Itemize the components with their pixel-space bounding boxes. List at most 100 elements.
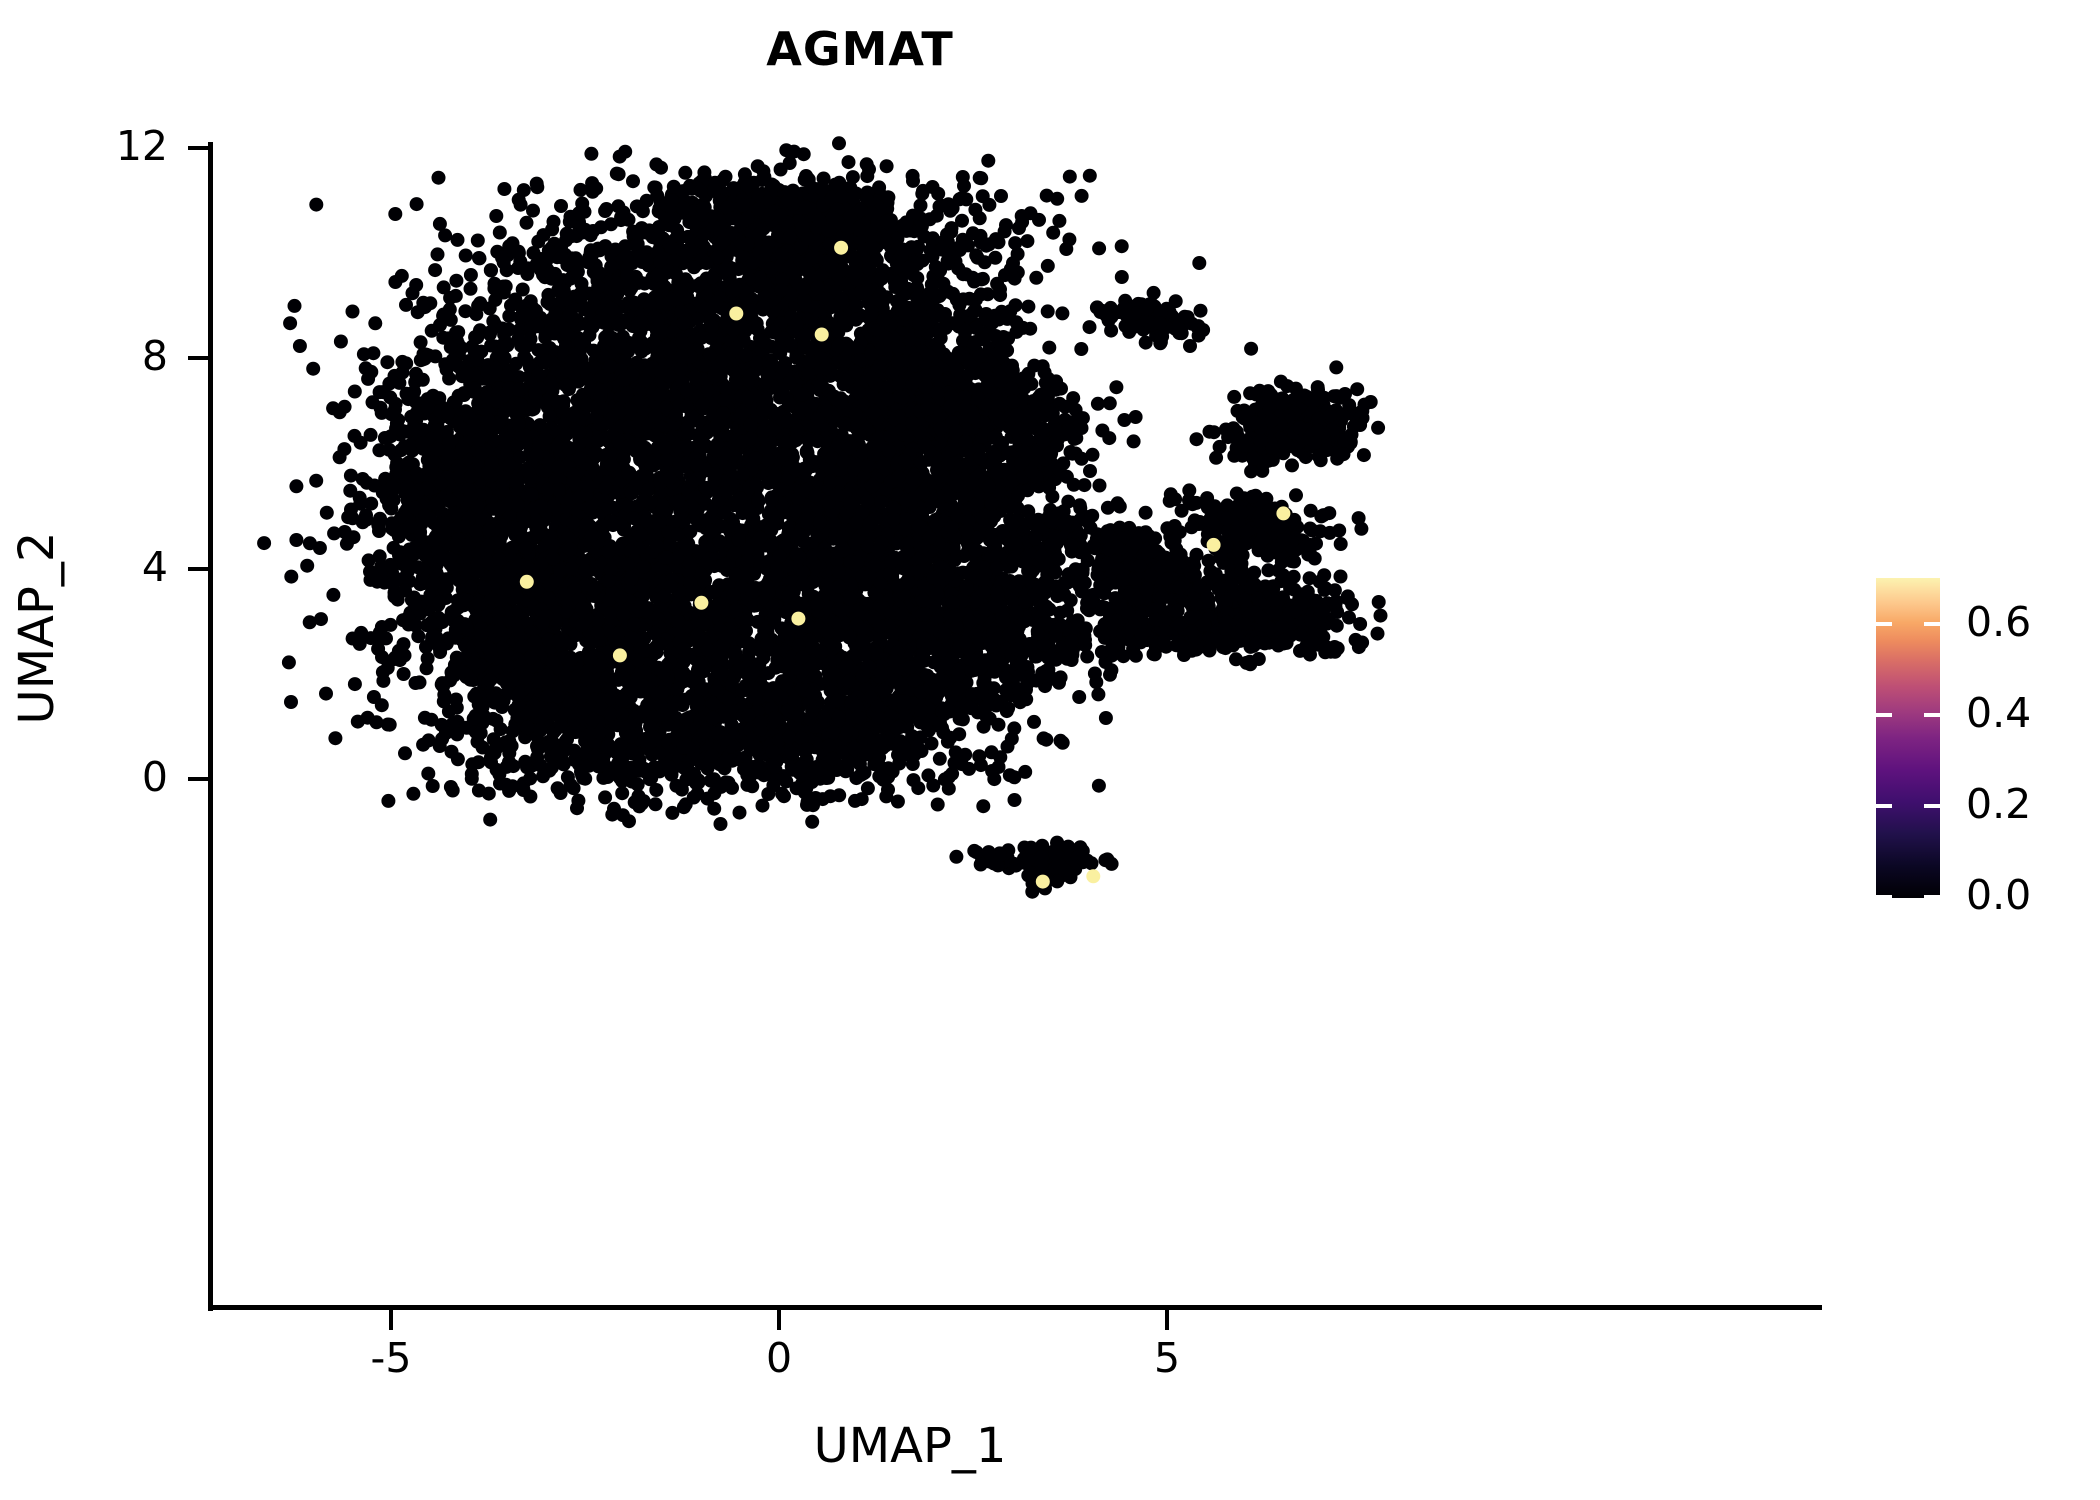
scatter-point	[455, 369, 470, 384]
scatter-point	[682, 215, 697, 230]
scatter-point	[576, 434, 591, 449]
scatter-point	[550, 250, 565, 265]
scatter-point	[516, 434, 531, 449]
scatter-point	[476, 392, 491, 407]
scatter-point	[647, 290, 662, 305]
scatter-point	[731, 293, 746, 308]
scatter-point	[508, 456, 523, 471]
scatter-point	[835, 411, 850, 426]
scatter-point	[827, 276, 842, 291]
scatter-point	[716, 406, 731, 420]
scatter-point	[811, 317, 826, 332]
scatter-point	[523, 393, 538, 408]
scatter-point	[1017, 481, 1032, 496]
scatter-point	[415, 598, 430, 613]
scatter-point	[536, 439, 551, 454]
scatter-point	[884, 362, 898, 377]
scatter-point	[561, 382, 576, 397]
scatter-point	[813, 533, 828, 548]
scatter-point	[543, 266, 558, 281]
scatter-point	[727, 303, 742, 318]
scatter-point	[681, 400, 696, 415]
scatter-point	[669, 494, 684, 509]
scatter-point	[634, 308, 649, 323]
scatter-point	[878, 232, 892, 247]
scatter-point	[990, 276, 1005, 291]
scatter-point	[689, 221, 704, 236]
scatter-point	[652, 470, 667, 485]
scatter-point	[796, 294, 811, 308]
scatter-point	[902, 379, 917, 393]
scatter-point	[703, 328, 718, 343]
scatter-point	[663, 557, 677, 572]
scatter-point	[557, 411, 572, 426]
scatter-point	[659, 197, 674, 212]
scatter-point	[886, 408, 901, 423]
scatter-point	[448, 437, 463, 452]
scatter-point	[863, 497, 878, 511]
scatter-point	[789, 232, 804, 247]
scatter-point	[841, 292, 856, 307]
scatter-point	[608, 316, 623, 331]
scatter-point	[574, 500, 589, 515]
scatter-point	[792, 324, 806, 339]
scatter-point	[651, 511, 665, 526]
scatter-point	[846, 251, 861, 266]
scatter-point	[653, 266, 668, 281]
scatter-point	[619, 433, 634, 448]
scatter-point	[864, 480, 879, 495]
scatter-point	[680, 341, 695, 356]
scatter-point	[457, 444, 472, 459]
scatter-point	[861, 388, 876, 403]
scatter-point	[732, 320, 747, 335]
scatter-point	[663, 249, 678, 264]
scatter-point	[543, 425, 558, 440]
scatter-point	[877, 407, 892, 422]
scatter-point	[644, 514, 659, 529]
scatter-point	[633, 514, 648, 529]
scatter-point	[416, 422, 431, 437]
scatter-point	[837, 244, 852, 259]
scatter-point	[901, 333, 916, 348]
scatter-point	[610, 285, 625, 300]
scatter-point	[526, 447, 541, 462]
scatter-point	[890, 364, 905, 379]
scatter-point	[831, 239, 846, 254]
scatter-point	[961, 309, 976, 324]
scatter-point	[343, 483, 358, 498]
scatter-point	[671, 596, 685, 611]
scatter-point	[974, 354, 988, 369]
scatter-point	[625, 256, 640, 271]
scatter-point	[463, 376, 478, 391]
scatter-point	[658, 339, 673, 354]
scatter-point	[661, 549, 676, 564]
scatter-point	[868, 376, 883, 391]
scatter-point	[804, 250, 819, 265]
scatter-point	[599, 394, 614, 409]
scatter-point	[838, 348, 853, 363]
scatter-point	[687, 354, 702, 369]
scatter-point	[590, 494, 605, 509]
scatter-point	[857, 286, 872, 301]
scatter-point	[787, 237, 802, 252]
scatter-point	[890, 443, 905, 457]
scatter-point	[669, 300, 684, 315]
scatter-point	[497, 518, 512, 533]
scatter-point	[925, 277, 940, 292]
scatter-point	[697, 358, 712, 373]
scatter-point	[843, 417, 858, 432]
scatter-point	[660, 296, 675, 311]
scatter-point	[505, 587, 520, 602]
scatter-point	[735, 248, 750, 263]
scatter-point	[827, 257, 842, 272]
scatter-point	[474, 344, 489, 359]
scatter-point	[726, 638, 741, 653]
scatter-point	[896, 243, 911, 258]
scatter-point	[708, 230, 722, 245]
scatter-point	[435, 585, 450, 600]
scatter-point	[938, 307, 952, 321]
scatter-point	[536, 449, 551, 464]
scatter-point	[755, 173, 770, 187]
scatter-point	[716, 474, 731, 489]
scatter-point	[643, 302, 657, 317]
